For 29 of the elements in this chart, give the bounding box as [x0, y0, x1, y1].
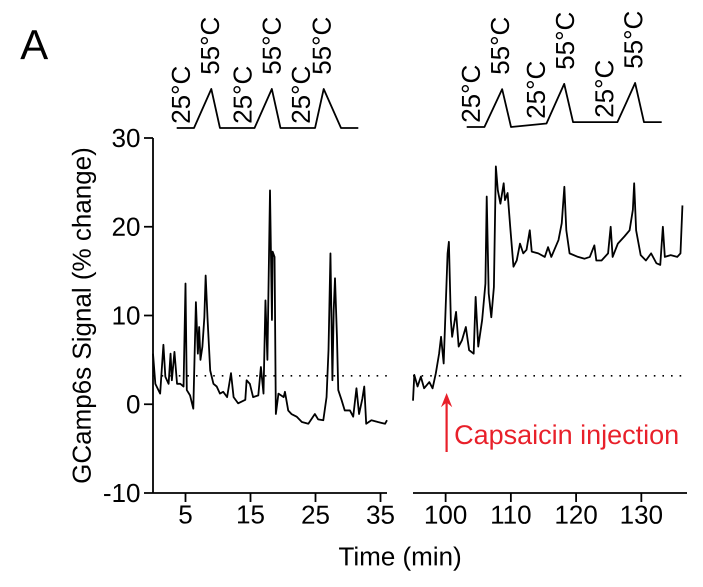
x-tick-label: 130: [622, 506, 662, 524]
text: 55°C: [262, 18, 281, 74]
text: 55°C: [490, 18, 510, 74]
annotation: 25°C: [172, 66, 190, 122]
text: A: [20, 30, 48, 60]
y-tick-label: 20: [112, 218, 140, 236]
x-axis-title: Time (min): [339, 546, 460, 571]
text: 55°C: [200, 18, 220, 74]
annotation: 25°C: [292, 66, 310, 122]
y-axis-title: GCamp6s Signal (% change): [72, 148, 96, 483]
x-tick-label: 120: [556, 506, 597, 524]
y-tick-label: 30: [112, 128, 140, 148]
y-tick-label: -10: [104, 484, 140, 502]
x-tick-label: 15: [238, 506, 264, 524]
annotation: 25°C: [595, 60, 614, 116]
x-tick-label: 35: [367, 506, 394, 524]
annotation: 25°C: [462, 66, 480, 122]
annotation: Capsaicin injection: [456, 424, 678, 450]
y-tick-label: 0: [127, 395, 140, 414]
annotation: 25°C: [233, 66, 252, 122]
text: 55°C: [624, 12, 643, 68]
x-tick-label: 25: [302, 506, 329, 524]
x-tick-label: 5: [179, 506, 192, 524]
x-tick-label: 110: [492, 506, 531, 524]
annotation: 25°C: [526, 62, 546, 118]
text: 55°C: [556, 12, 574, 69]
x-tick-label: 100: [426, 506, 466, 524]
y-tick-label: 10: [114, 306, 140, 325]
text: 55°C: [312, 18, 331, 74]
